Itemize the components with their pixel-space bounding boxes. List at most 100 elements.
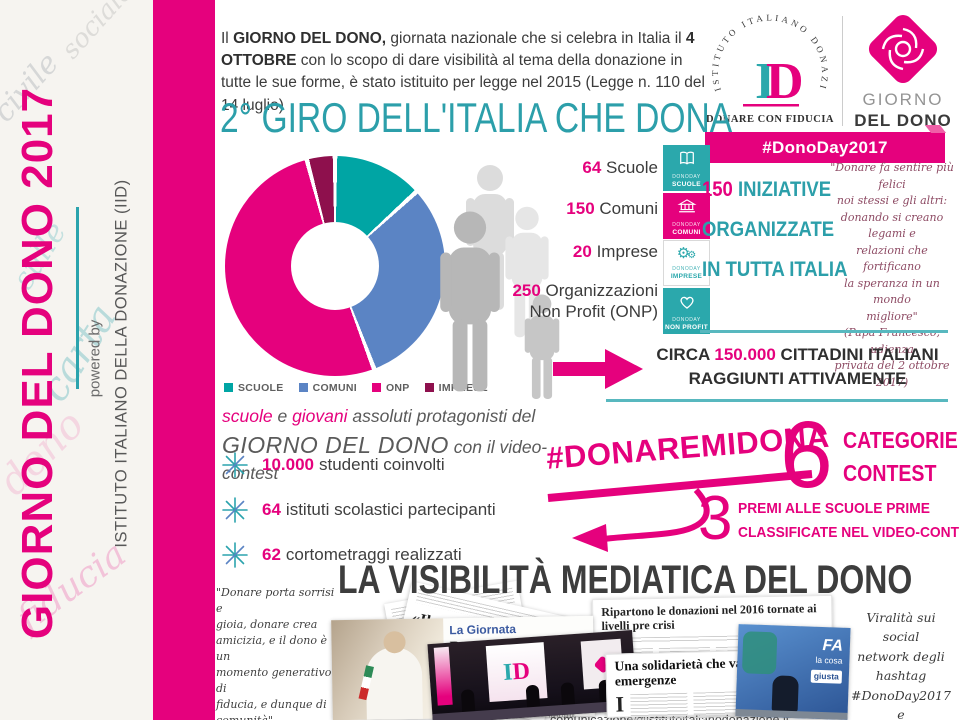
sidebar-divider: [76, 207, 79, 389]
panel-letter-d: D: [511, 657, 531, 685]
people-silhouettes-icon: [440, 165, 560, 399]
circa-post: CITTADINI ITALIANI RAGGIUNTI ATTIVAMENTE: [688, 345, 939, 388]
circa-pre: CIRCA: [656, 345, 715, 364]
stat-comuni: 150 Comuni: [500, 199, 658, 220]
stat-onp: 250 Organizzazioni Non Profit (ONP): [500, 281, 658, 322]
caption-text: con il video-contest: [222, 436, 548, 483]
gdd-diamond-icon: [864, 10, 942, 88]
drop-cap: I: [615, 691, 625, 717]
contest-prizes-label: PREMI ALLE SCUOLE PRIME CLASSIFICATE NEL …: [738, 497, 960, 545]
badge-nonprofit: DONODAY NON PROFIT: [663, 287, 710, 334]
badge-label: SCUOLE: [672, 181, 701, 188]
stat-scuole: 64 Scuole: [500, 158, 658, 179]
bullet-studenti: 10.000 studenti coinvolti: [222, 452, 445, 478]
logo-line3: giusta: [810, 670, 843, 684]
book-icon: [679, 151, 694, 165]
right-arrow-icon: [553, 349, 643, 389]
gdd-name-line1: GIORNO: [862, 90, 944, 109]
stat-label: Organizzazioni Non Profit (ONP): [529, 281, 658, 321]
intro-text: Il: [221, 29, 234, 47]
contest-cat-line1: CATEGORIE: [843, 427, 958, 453]
asterisk-icon: [222, 452, 248, 478]
iniziative-number: 150: [702, 178, 738, 201]
organization-label: ISTITUTO ITALIANO DELLA DONAZIONE (IID): [112, 179, 131, 548]
iid-logo-icon: ISTITUTO ITALIANO DONAZIONE I D DONARE C…: [699, 0, 834, 125]
clip-fa-la-cosa-giusta: FA la cosa giusta: [735, 624, 851, 720]
badge-comuni: DONODAY COMUNI: [663, 192, 710, 239]
contest-count-6: 6: [780, 402, 833, 508]
pope-figure: [365, 646, 423, 720]
bullet-istituti: 64 istituti scolastici partecipanti: [222, 497, 496, 523]
intro-paragraph: Il GIORNO DEL DONO, giornata nazionale c…: [221, 28, 713, 118]
legend-item: SCUOLE: [224, 382, 284, 394]
badge-scuole: DONODAY SCUOLE: [663, 145, 710, 191]
stat-imprese: 20 Imprese: [500, 242, 658, 263]
teal-divider: [700, 330, 948, 333]
stat-label: Comuni: [599, 199, 658, 218]
asterisk-icon: [222, 497, 248, 523]
stat-value: 150: [566, 199, 595, 218]
gears-icon: ⚙⚙: [676, 245, 697, 262]
viralita-note: Viralità sui social network degli hashta…: [851, 610, 951, 720]
logo-line1: FA: [822, 637, 844, 655]
logo-divider: [842, 16, 843, 126]
badge-label: NON PROFIT: [664, 323, 709, 331]
badge-label: COMUNI: [672, 228, 701, 236]
iniziative-callout: 150 INIZIATIVE ORGANIZZATE IN TUTTA ITAL…: [702, 170, 852, 290]
badge-brand: DONODAY: [672, 221, 701, 228]
giro-title: 2° GIRO DELL'ITALIA CHE DONA: [220, 94, 733, 141]
event-title-vertical: GIORNO DEL DONO 2017: [13, 86, 62, 640]
powered-by-label: powered by: [86, 319, 104, 398]
sidebar: civile sociale sulle carta dono fiducia …: [0, 0, 153, 720]
legend-swatch: [298, 383, 308, 392]
iniziative-text: INIZIATIVE ORGANIZZATE IN TUTTA ITALIA: [702, 178, 848, 281]
bullet-label: studenti coinvolti: [319, 455, 445, 474]
intro-text: giornata nazionale che si celebra in Ita…: [386, 29, 686, 47]
donoday-badge-strip: DONODAY SCUOLE DONODAY COMUNI ⚙⚙ DONODAY…: [663, 145, 710, 335]
stat-value: 20: [572, 242, 592, 261]
prizes-line2: CLASSIFICATE NEL VIDEO-CONTEST: [738, 524, 960, 541]
legend-label: COMUNI: [312, 382, 357, 394]
giorno-del-dono-logo: GIORNO DEL DONO: [848, 10, 958, 134]
badge-brand: DONODAY: [672, 174, 701, 180]
legend-swatch: [371, 383, 381, 392]
badge-brand: DONODAY: [672, 316, 701, 323]
stat-value: 250: [512, 281, 541, 300]
donut-chart: [225, 156, 445, 376]
mattarella-quote: "Donare porta sorrisi e gioia, donare cr…: [216, 586, 335, 720]
iid-underline: [743, 104, 799, 107]
intro-bold: GIORNO DEL DONO,: [233, 29, 387, 47]
bullet-cortometraggi: 62 cortometraggi realizzati: [222, 542, 462, 568]
clip-kicker: La Giornata: [449, 622, 517, 638]
legend-item: COMUNI: [298, 382, 357, 394]
bank-icon: [676, 198, 697, 212]
bullet-label: istituti scolastici partecipanti: [285, 500, 496, 519]
iid-letter-i: I: [755, 53, 775, 110]
iid-letter-d: D: [766, 53, 804, 110]
contest-categories-label: CATEGORIE CONTEST: [843, 424, 958, 490]
stat-label: Scuole: [606, 158, 658, 177]
circa-callout: CIRCA 150.000 CITTADINI ITALIANI RAGGIUN…: [640, 343, 955, 391]
contest-cat-line2: CONTEST: [843, 460, 937, 486]
circa-number: 150.000: [714, 345, 776, 364]
watermark-word: sociale: [55, 0, 140, 65]
legend-swatch: [224, 383, 233, 392]
logo-line2: la cosa: [815, 654, 843, 666]
intro-text: con lo scopo di dare visibilità al tema …: [221, 51, 705, 114]
caption-text: assoluti protagonisti del: [347, 406, 536, 426]
visibility-title: LA VISIBILITÀ MEDIATICA DEL DONO: [338, 558, 913, 602]
silhouette: [771, 675, 799, 713]
highlight-word: giovani: [292, 406, 348, 426]
legend-item: ONP: [371, 382, 410, 394]
hashtag-arrow-icon: [547, 470, 813, 552]
badge-label: IMPRESE: [670, 273, 703, 280]
contest-count-3: 3: [698, 484, 733, 553]
protagonisti-caption: scuole e giovani assoluti protagonisti d…: [222, 404, 582, 485]
bullet-value: 62: [262, 545, 281, 564]
highlight-word: scuole: [222, 406, 273, 426]
prizes-line1: PREMI ALLE SCUOLE PRIME: [738, 500, 930, 517]
bullet-value: 64: [262, 500, 281, 519]
legend-label: ONP: [385, 382, 410, 394]
iid-tagline: DONARE CON FIDUCIA: [706, 114, 834, 125]
tv-show-logo: FA la cosa giusta: [810, 636, 844, 686]
